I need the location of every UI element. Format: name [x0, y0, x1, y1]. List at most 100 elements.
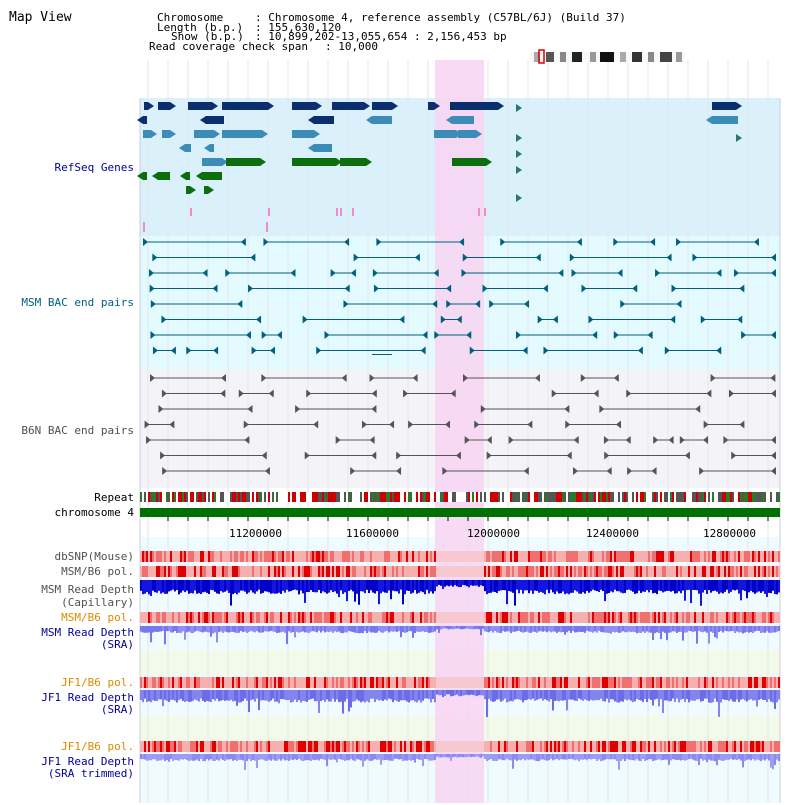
- polymorphism-cell: [720, 677, 722, 688]
- polymorphism-cell: [356, 677, 358, 688]
- depth-bar: [460, 690, 462, 697]
- track-label-repeat[interactable]: Repeat: [94, 491, 134, 504]
- depth-bar: [506, 580, 508, 605]
- depth-bar: [474, 626, 476, 630]
- track-label-jf1-b6-pol[interactable]: JF1/B6 pol.: [61, 676, 134, 689]
- depth-bar: [754, 626, 756, 632]
- b6n-bac-pair-end: [703, 420, 709, 429]
- repeat-mark: [634, 492, 636, 502]
- repeat-mark: [298, 492, 300, 502]
- depth-bar: [626, 690, 628, 701]
- polymorphism-cell: [592, 612, 594, 623]
- repeat-mark: [500, 492, 502, 502]
- polymorphism-cell: [304, 566, 306, 577]
- msm-bac-pair-end: [161, 315, 167, 324]
- polymorphism-cell: [710, 566, 712, 577]
- track-label-chromosome[interactable]: chromosome 4: [54, 506, 134, 519]
- polymorphism-cell: [376, 612, 378, 623]
- polymorphism-cell: [274, 551, 276, 562]
- track-label-b6n-bac[interactable]: B6N BAC end pairs: [21, 424, 134, 437]
- polymorphism-cell: [268, 566, 270, 577]
- depth-bar: [418, 690, 420, 701]
- polymorphism-cell: [740, 612, 742, 623]
- repeat-mark: [358, 492, 360, 502]
- msm-bac-pair-end: [399, 315, 405, 324]
- polymorphism-cell: [582, 551, 584, 562]
- depth-bar: [388, 580, 390, 591]
- repeat-mark: [604, 492, 606, 502]
- track-label-jf1-depth-sra-1[interactable]: JF1 Read Depth: [41, 691, 134, 704]
- track-label-msm-depth-cap-1[interactable]: MSM Read Depth: [41, 583, 134, 596]
- polymorphism-cell: [644, 741, 646, 752]
- polymorphism-cell: [634, 551, 636, 562]
- depth-bar: [712, 626, 714, 633]
- track-label-dbsnp[interactable]: dbSNP(Mouse): [54, 550, 134, 563]
- polymorphism-cell: [764, 612, 766, 623]
- depth-bar: [440, 754, 442, 758]
- repeat-mark: [548, 492, 550, 502]
- polymorphism-cell: [546, 612, 548, 623]
- polymorphism-cell: [454, 612, 456, 623]
- msm-bac-pair-end: [655, 269, 661, 277]
- depth-bar: [350, 626, 352, 632]
- polymorphism-cell: [210, 741, 212, 752]
- depth-bar: [498, 690, 500, 700]
- polymorphism-cell: [702, 741, 704, 752]
- depth-bar: [480, 754, 482, 758]
- polymorphism-cell: [344, 741, 346, 752]
- polymorphism-cell: [552, 612, 554, 623]
- gene-arrow: [152, 172, 158, 180]
- track-label-refseq[interactable]: RefSeq Genes: [54, 161, 134, 174]
- msm-bac-pair-end: [148, 269, 154, 277]
- polymorphism-cell: [756, 551, 758, 562]
- repeat-mark: [560, 492, 562, 502]
- polymorphism-cell: [728, 741, 730, 752]
- polymorphism-cell: [142, 612, 144, 623]
- depth-bar: [428, 580, 430, 594]
- repeat-mark: [680, 492, 682, 502]
- polymorphism-cell: [384, 677, 386, 688]
- depth-bar: [634, 626, 636, 633]
- repeat-mark: [736, 492, 738, 502]
- depth-bar: [150, 754, 152, 761]
- small-feature: [143, 222, 145, 232]
- track-label-msm-b6-pol[interactable]: MSM/B6 pol.: [61, 565, 134, 578]
- track-label-msm-bac[interactable]: MSM BAC end pairs: [21, 296, 134, 309]
- track-label-jf1-b6-pol-2[interactable]: JF1/B6 pol.: [61, 740, 134, 753]
- polymorphism-cell: [514, 612, 516, 623]
- polymorphism-cell: [366, 612, 368, 623]
- polymorphism-cell: [278, 741, 280, 752]
- polymorphism-cell: [360, 612, 362, 623]
- polymorphism-cell: [296, 677, 298, 688]
- polymorphism-cell: [200, 612, 202, 623]
- polymorphism-cell: [164, 677, 166, 688]
- repeat-mark: [488, 492, 490, 502]
- b6n-bac-pair-end: [604, 451, 610, 460]
- polymorphism-cell: [256, 551, 258, 562]
- repeat-mark: [678, 492, 680, 502]
- repeat-mark: [306, 492, 308, 502]
- depth-bar: [384, 580, 386, 593]
- polymorphism-cell: [634, 677, 636, 688]
- depth-bar: [750, 754, 752, 761]
- depth-bar: [620, 626, 622, 633]
- track-label-msm-depth-sra-1[interactable]: MSM Read Depth: [41, 626, 134, 639]
- polymorphism-cell: [294, 677, 296, 688]
- polymorphism-cell: [526, 612, 528, 623]
- msm-bac-pair-end: [376, 238, 382, 246]
- depth-bar: [522, 754, 524, 759]
- depth-bar: [436, 580, 438, 587]
- polymorphism-cell: [384, 551, 386, 562]
- polymorphism-cell: [318, 551, 320, 562]
- depth-bar: [298, 626, 300, 633]
- repeat-mark: [660, 492, 662, 502]
- depth-bar: [436, 754, 438, 757]
- depth-bar: [724, 754, 726, 761]
- polymorphism-cell: [624, 741, 626, 752]
- depth-bar: [592, 690, 594, 701]
- track-label-msm-b6-pol-2[interactable]: MSM/B6 pol.: [61, 611, 134, 624]
- polymorphism-cell: [308, 612, 310, 623]
- track-label-jf1-depth-trimmed-1[interactable]: JF1 Read Depth: [41, 755, 134, 768]
- polymorphism-cell: [206, 566, 208, 577]
